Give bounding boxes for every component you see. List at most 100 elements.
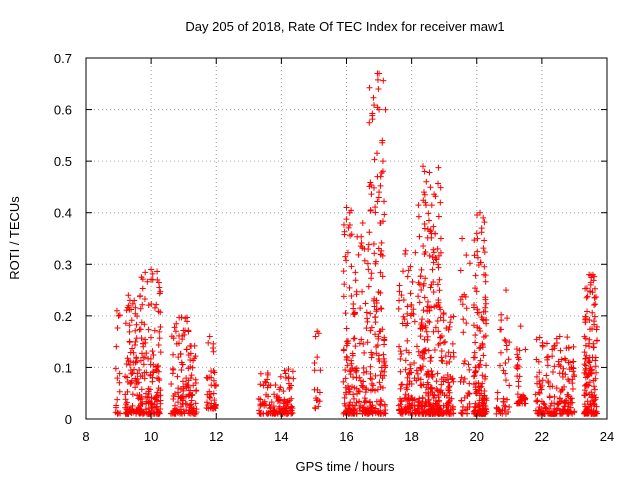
data-point bbox=[372, 260, 379, 267]
data-point bbox=[416, 299, 423, 306]
data-point bbox=[360, 378, 367, 385]
data-point bbox=[398, 351, 405, 358]
data-point bbox=[585, 357, 592, 364]
data-point bbox=[375, 85, 382, 92]
data-point bbox=[285, 374, 292, 381]
data-point bbox=[348, 360, 355, 367]
data-point bbox=[396, 297, 403, 304]
data-point bbox=[399, 408, 406, 415]
data-point bbox=[192, 400, 199, 407]
data-point bbox=[170, 351, 177, 358]
data-point bbox=[444, 400, 451, 407]
data-point bbox=[409, 410, 416, 417]
data-point bbox=[151, 327, 158, 334]
data-point bbox=[381, 211, 388, 218]
data-point bbox=[189, 391, 196, 398]
data-point bbox=[557, 363, 564, 370]
data-point bbox=[593, 403, 600, 410]
data-point bbox=[123, 360, 130, 367]
data-point bbox=[363, 309, 370, 316]
data-point bbox=[144, 278, 151, 285]
data-point bbox=[471, 252, 478, 259]
data-point bbox=[582, 342, 589, 349]
data-point bbox=[437, 306, 444, 313]
data-point bbox=[128, 409, 135, 416]
x-tick-label: 16 bbox=[339, 429, 353, 444]
data-point bbox=[565, 344, 572, 351]
data-point bbox=[514, 391, 521, 398]
data-point bbox=[112, 365, 119, 372]
data-point bbox=[311, 360, 318, 367]
data-point bbox=[187, 387, 194, 394]
data-point bbox=[535, 389, 542, 396]
data-point bbox=[189, 408, 196, 415]
data-point bbox=[136, 326, 143, 333]
data-point bbox=[180, 385, 187, 392]
data-point bbox=[551, 393, 558, 400]
data-point bbox=[130, 359, 137, 366]
data-point bbox=[499, 407, 506, 414]
data-point bbox=[433, 378, 440, 385]
data-point bbox=[350, 335, 357, 342]
data-point bbox=[438, 332, 445, 339]
data-point bbox=[561, 403, 568, 410]
data-point bbox=[206, 333, 213, 340]
data-point bbox=[367, 207, 374, 214]
data-point bbox=[591, 301, 598, 308]
data-point bbox=[421, 251, 428, 258]
data-point bbox=[438, 387, 445, 394]
data-point bbox=[352, 277, 359, 284]
data-point bbox=[371, 102, 378, 109]
data-point bbox=[148, 266, 155, 273]
data-point bbox=[360, 369, 367, 376]
data-point bbox=[553, 385, 560, 392]
data-point bbox=[479, 372, 486, 379]
data-point bbox=[379, 273, 386, 280]
data-point bbox=[482, 272, 489, 279]
data-point bbox=[149, 276, 156, 283]
data-point bbox=[567, 399, 574, 406]
data-point bbox=[137, 305, 144, 312]
data-point bbox=[190, 382, 197, 389]
data-point bbox=[547, 402, 554, 409]
data-point bbox=[379, 375, 386, 382]
data-point bbox=[372, 331, 379, 338]
data-point bbox=[570, 343, 577, 350]
data-point bbox=[346, 284, 353, 291]
data-point bbox=[369, 110, 376, 117]
data-point bbox=[443, 325, 450, 332]
data-point bbox=[581, 333, 588, 340]
data-point bbox=[549, 353, 556, 360]
data-point bbox=[375, 335, 382, 342]
data-point bbox=[434, 406, 441, 413]
data-point bbox=[466, 390, 473, 397]
data-point bbox=[402, 247, 409, 254]
data-point bbox=[365, 266, 372, 273]
data-point bbox=[419, 348, 426, 355]
data-point bbox=[409, 394, 416, 401]
data-point bbox=[359, 220, 366, 227]
data-point bbox=[122, 410, 129, 417]
data-point bbox=[408, 302, 415, 309]
data-point bbox=[504, 396, 511, 403]
data-point bbox=[122, 404, 129, 411]
data-point bbox=[430, 328, 437, 335]
data-point bbox=[551, 345, 558, 352]
data-point bbox=[557, 347, 564, 354]
data-point bbox=[417, 273, 424, 280]
data-point bbox=[500, 367, 507, 374]
data-point bbox=[149, 270, 156, 277]
data-point bbox=[422, 322, 429, 329]
data-point bbox=[422, 389, 429, 396]
data-point bbox=[404, 397, 411, 404]
data-point bbox=[137, 357, 144, 364]
data-point bbox=[482, 296, 489, 303]
data-point bbox=[366, 119, 373, 126]
data-point bbox=[477, 357, 484, 364]
data-point bbox=[285, 410, 292, 417]
data-point bbox=[377, 305, 384, 312]
data-point bbox=[480, 334, 487, 341]
data-point bbox=[447, 319, 454, 326]
data-point bbox=[539, 343, 546, 350]
data-point bbox=[480, 245, 487, 252]
